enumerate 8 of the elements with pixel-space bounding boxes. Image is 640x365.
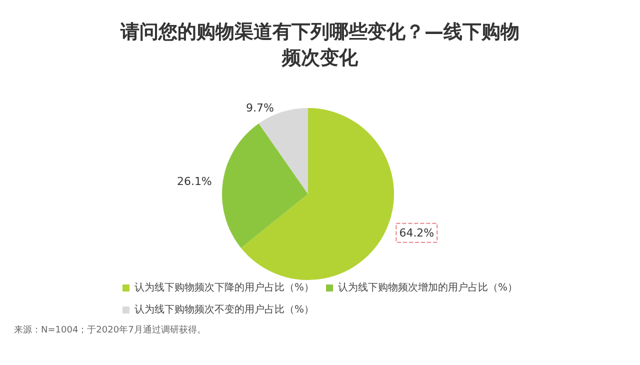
data-label: 9.7% [246,102,274,115]
legend-label: 认为线下购物频次不变的用户占比（%） [134,304,314,316]
legend-label: 认为线下购物频次下降的用户占比（%） [134,282,314,294]
legend-label: 认为线下购物频次增加的用户占比（%） [338,282,518,294]
source-note: 来源：N=1004；于2020年7月通过调研获得。 [14,324,206,336]
data-label: 26.1% [176,174,212,188]
data-label: 64.2% [399,226,434,240]
chart-title: 请问您的购物渠道有下列哪些变化？—线下购物频次变化 [120,21,520,69]
